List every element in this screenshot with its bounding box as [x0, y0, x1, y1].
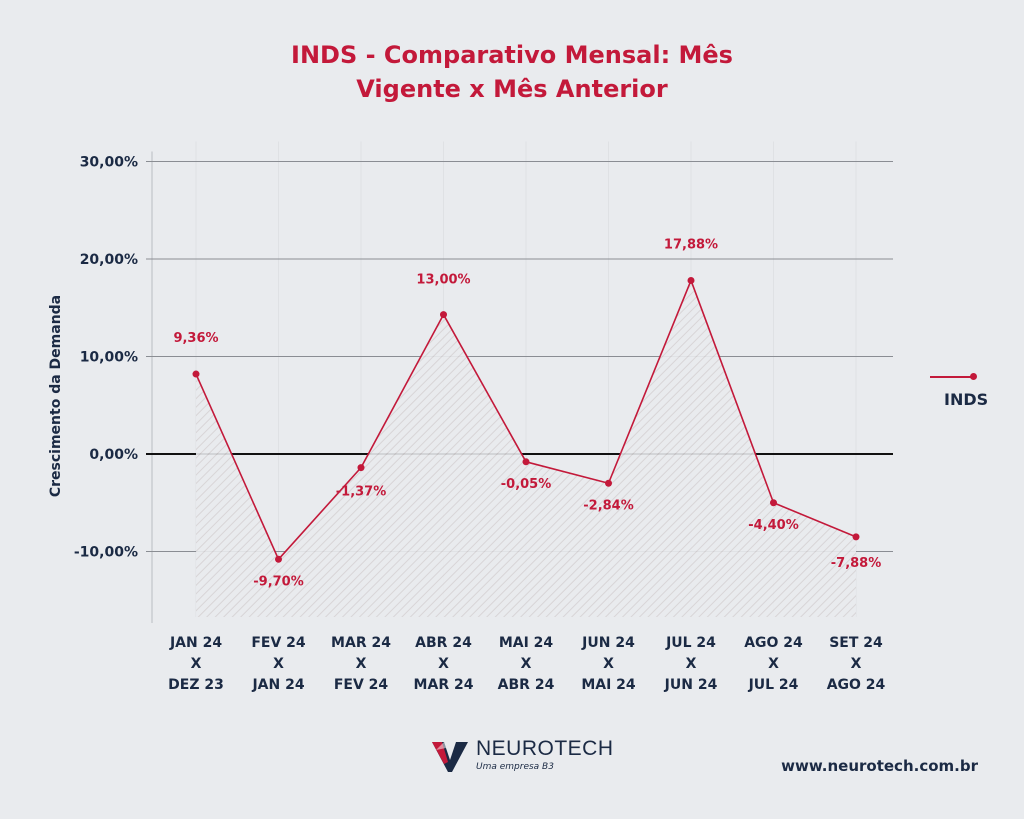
x-tick-label: JUN 24 — [664, 677, 718, 693]
data-label: 13,00% — [416, 273, 470, 288]
neurotech-logo: NEUROTECH Uma empresa B3 — [430, 734, 614, 774]
data-point — [192, 370, 200, 378]
chart-title: INDS - Comparativo Mensal: Mês Vigente x… — [0, 38, 1024, 106]
x-axis-layer: JAN 24 X DEZ 23 FEV 24 X JAN 24 MAR 24 X FEV 24 A… — [168, 635, 885, 693]
x-tick-label: ABR 24 — [415, 635, 472, 651]
x-tick-label: AGO 24 — [744, 635, 803, 651]
data-point — [605, 479, 612, 487]
x-tick-label: X — [521, 656, 532, 672]
x-tick-label: X — [438, 656, 449, 672]
x-tick-label: JAN 24 — [251, 677, 304, 693]
line-layer — [192, 276, 860, 563]
x-tick-label: JUL 24 — [665, 635, 716, 651]
x-tick-label: MAI 24 — [581, 677, 636, 693]
x-tick-label: MAR 24 — [414, 677, 474, 693]
data-label: 9,36% — [173, 331, 218, 346]
x-tick-label: FEV 24 — [251, 635, 306, 651]
x-tick-label: X — [191, 656, 202, 672]
data-label: -2,84% — [583, 498, 634, 513]
y-tick-label: 10,00% — [80, 350, 138, 366]
area-layer — [196, 280, 856, 617]
x-tick-label: X — [603, 656, 614, 672]
data-label: -1,37% — [336, 485, 387, 500]
chart-title-line-2: Vigente x Mês Anterior — [356, 75, 668, 103]
x-tick-label: MAR 24 — [331, 635, 391, 651]
data-point — [852, 533, 860, 541]
data-point — [357, 464, 365, 472]
y-tick-label: 30,00% — [80, 155, 138, 171]
legend-label: INDS — [944, 390, 989, 409]
data-point — [770, 499, 777, 507]
data-label: -9,70% — [253, 574, 304, 589]
x-tick-label: X — [273, 656, 284, 672]
data-label: -4,40% — [748, 518, 799, 533]
logo-subtitle: Uma empresa B3 — [476, 761, 554, 772]
x-tick-label: X — [851, 656, 862, 672]
data-label: -7,88% — [831, 556, 882, 571]
y-tick-label: -10,00% — [74, 545, 138, 561]
x-tick-label: DEZ 23 — [168, 677, 224, 693]
data-point — [522, 458, 530, 466]
x-tick-label: JAN 24 — [169, 635, 222, 651]
legend-line — [930, 376, 974, 378]
legend-marker — [970, 373, 977, 380]
logo-name: NEUROTECH — [476, 736, 614, 760]
data-point — [687, 276, 695, 284]
x-tick-label: FEV 24 — [334, 677, 389, 693]
x-tick-label: ABR 24 — [498, 677, 555, 693]
label-layer: 9,36% -9,70% -1,37% 13,00% -0,05% -2,84% 17,88… — [173, 237, 881, 589]
data-point — [440, 311, 447, 319]
x-tick-label: JUL 24 — [748, 677, 799, 693]
logo-icon — [432, 742, 468, 772]
series-area-fill — [196, 280, 856, 617]
data-point — [275, 555, 282, 563]
data-label: -0,05% — [501, 477, 552, 492]
y-tick-label: 0,00% — [89, 447, 138, 463]
chart-title-line-1: INDS - Comparativo Mensal: Mês — [291, 41, 733, 69]
x-tick-label: SET 24 — [829, 635, 883, 651]
x-tick-label: X — [356, 656, 367, 672]
x-tick-label: JUN 24 — [581, 635, 635, 651]
x-tick-label: AGO 24 — [827, 677, 886, 693]
y-tick-label: 20,00% — [80, 252, 138, 268]
x-tick-label: X — [686, 656, 697, 672]
data-label: 17,88% — [664, 237, 718, 252]
x-tick-label: MAI 24 — [499, 635, 554, 651]
x-tick-label: X — [768, 656, 779, 672]
website-link[interactable]: www.neurotech.com.br — [781, 757, 978, 775]
